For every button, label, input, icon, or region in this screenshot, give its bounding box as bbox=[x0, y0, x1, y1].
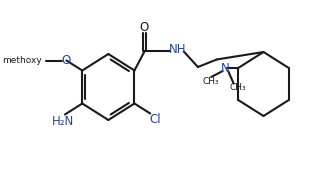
Text: methoxy: methoxy bbox=[2, 56, 42, 65]
Text: N: N bbox=[221, 61, 230, 74]
Text: CH₃: CH₃ bbox=[230, 83, 247, 92]
Text: O: O bbox=[140, 21, 149, 34]
Text: O: O bbox=[62, 54, 71, 67]
Text: CH₃: CH₃ bbox=[203, 78, 220, 87]
Text: NH: NH bbox=[169, 43, 186, 56]
Text: Cl: Cl bbox=[149, 113, 160, 126]
Text: H₂N: H₂N bbox=[52, 115, 74, 128]
